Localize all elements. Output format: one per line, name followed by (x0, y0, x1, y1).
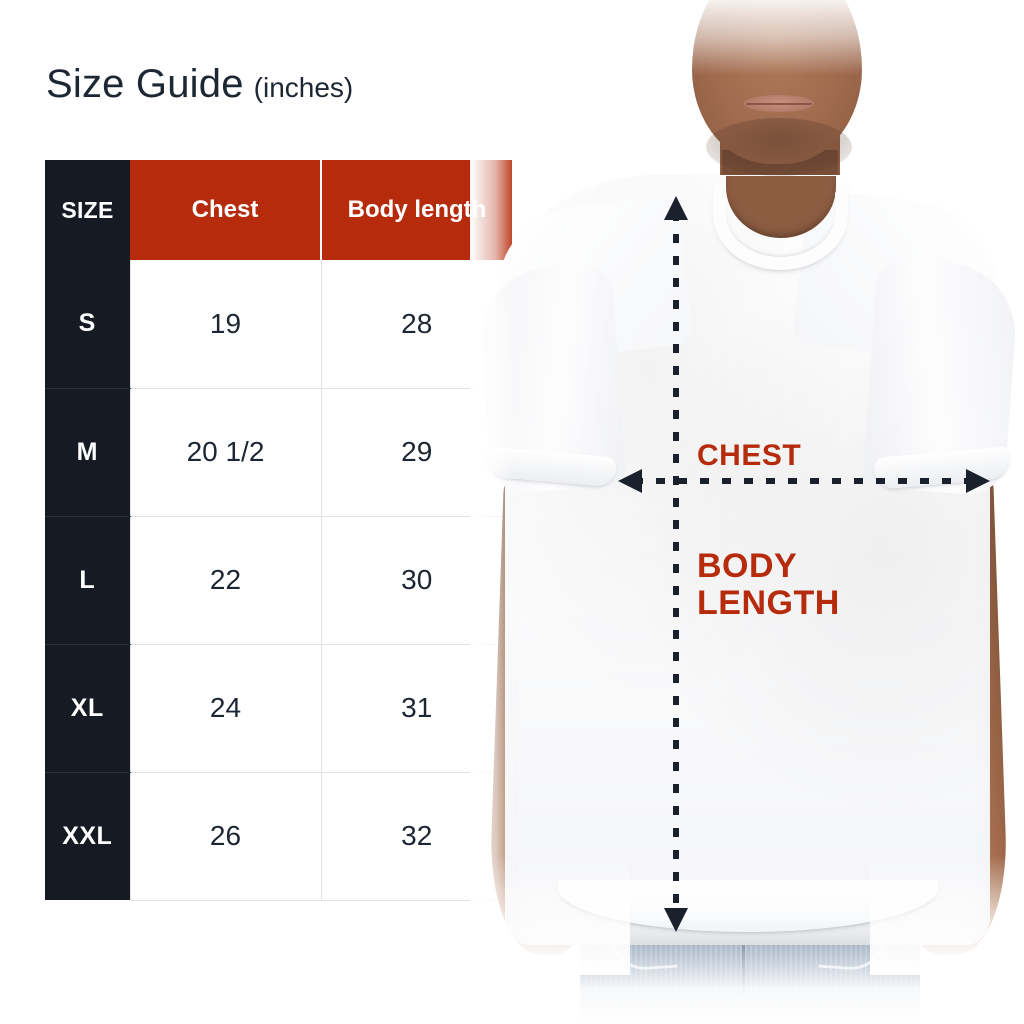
page-title-main: Size Guide (46, 62, 244, 106)
table-body: S 19 28 M 20 1/2 29 L 22 30 XL 24 31 XXL (45, 260, 512, 901)
cell-chest: 20 1/2 (129, 388, 321, 517)
body-length-label-line2: LENGTH (697, 583, 840, 622)
model-lip-line (746, 103, 812, 105)
cell-size: L (45, 516, 130, 645)
cell-size: S (45, 260, 130, 389)
photo-top-fade (670, 0, 885, 75)
table-row: XL 24 31 (45, 644, 512, 773)
model-chin-shadow (706, 118, 852, 176)
column-header-chest: Chest (130, 160, 321, 260)
cell-size: M (45, 388, 130, 517)
table-row: M 20 1/2 29 (45, 388, 512, 517)
photo-bottom-fade (470, 944, 1024, 1024)
table-header: SIZE Chest Body length (45, 160, 512, 260)
cell-chest: 19 (129, 260, 321, 389)
cell-chest: 24 (129, 644, 321, 773)
body-length-measurement-label: BODY LENGTH (697, 548, 840, 621)
cell-chest: 26 (129, 772, 321, 901)
table-header-row: SIZE Chest Body length (45, 160, 512, 260)
cell-size: XL (45, 644, 130, 773)
chest-measurement-label: CHEST (697, 439, 802, 472)
cell-size: XXL (45, 772, 130, 900)
size-chart-table: SIZE Chest Body length S 19 28 M 20 1/2 … (45, 160, 512, 901)
photo-left-edge-fade (470, 0, 516, 1024)
page-title: Size Guide (inches) (46, 62, 353, 107)
table-row: S 19 28 (45, 260, 512, 389)
model-photo (470, 0, 1024, 1024)
table-row: XXL 26 32 (45, 772, 512, 901)
cell-chest: 22 (129, 516, 321, 645)
page-title-unit: (inches) (253, 72, 354, 103)
table-row: L 22 30 (45, 516, 512, 645)
column-header-size: SIZE (45, 160, 130, 260)
body-length-label-line1: BODY (697, 547, 798, 585)
